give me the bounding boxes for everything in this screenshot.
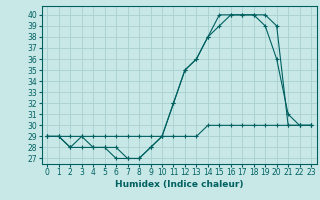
X-axis label: Humidex (Indice chaleur): Humidex (Indice chaleur) <box>115 180 244 189</box>
